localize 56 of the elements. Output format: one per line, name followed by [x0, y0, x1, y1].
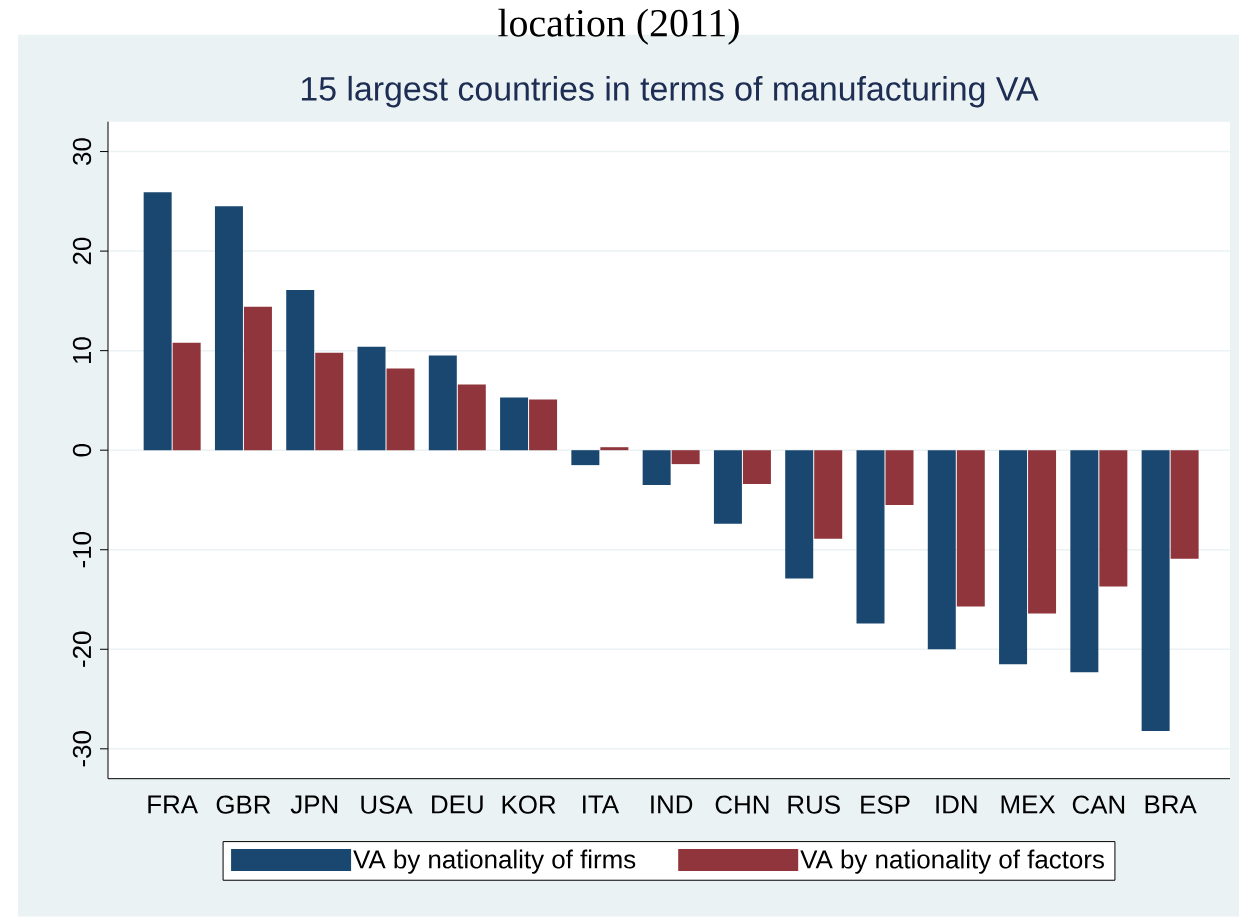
bar	[1141, 450, 1170, 732]
bar	[500, 397, 529, 451]
bar	[885, 450, 914, 506]
bar	[856, 450, 885, 624]
bar	[1070, 450, 1099, 673]
x-tick-label: BRA	[1145, 795, 1197, 814]
y-tick-label: 0	[72, 444, 92, 457]
bar	[286, 290, 315, 451]
bar	[214, 206, 243, 451]
legend-label: VA by nationality of firms	[353, 849, 636, 874]
chart-title: location (2011)	[498, 8, 739, 45]
bar	[642, 450, 671, 486]
bar	[357, 346, 386, 451]
x-tick-label: GBR	[216, 795, 271, 815]
x-tick-label: IDN	[936, 795, 977, 814]
bar	[143, 192, 172, 451]
x-tick-label: FRA	[148, 795, 199, 814]
x-tick-label: JPN	[290, 795, 338, 814]
y-tick-label: -30	[72, 731, 92, 767]
x-tick-label: RUS	[788, 795, 840, 815]
x-tick-label: ITA	[583, 795, 620, 814]
bar	[386, 368, 415, 451]
bar	[927, 450, 956, 650]
bar	[529, 399, 558, 451]
x-tick-label: ESP	[861, 795, 910, 815]
y-tick-label: -10	[72, 532, 92, 568]
bar	[600, 447, 629, 451]
x-tick-label: DEU	[432, 795, 483, 814]
bar	[785, 450, 814, 579]
bar	[1170, 450, 1199, 559]
bar	[457, 384, 486, 451]
bar	[571, 450, 600, 466]
x-tick-label: MEX	[1001, 795, 1056, 814]
bar	[956, 450, 985, 607]
legend-label: VA by nationality of factors	[800, 849, 1104, 874]
bar	[428, 355, 457, 451]
bar	[1099, 450, 1128, 587]
y-tick-label: 10	[72, 337, 92, 364]
x-tick-label: USA	[361, 795, 413, 815]
bar	[999, 450, 1028, 665]
bar	[243, 307, 272, 451]
chart-subtitle: 15 largest countries in terms of manufacturing VA	[301, 76, 1039, 108]
bar	[713, 450, 742, 525]
bar	[1028, 450, 1057, 614]
y-tick-label: -20	[72, 631, 92, 667]
bar	[172, 342, 201, 451]
x-tick-label: KOR	[502, 795, 556, 815]
x-tick-label: CAN	[1072, 795, 1125, 815]
x-tick-label: IND	[651, 795, 693, 814]
bar	[814, 450, 843, 539]
y-tick-label: 20	[72, 237, 92, 265]
y-tick-label: 30	[72, 138, 92, 166]
bar	[742, 450, 771, 485]
x-tick-label: CHN	[715, 795, 769, 815]
bar	[315, 352, 344, 451]
bar	[671, 450, 700, 465]
